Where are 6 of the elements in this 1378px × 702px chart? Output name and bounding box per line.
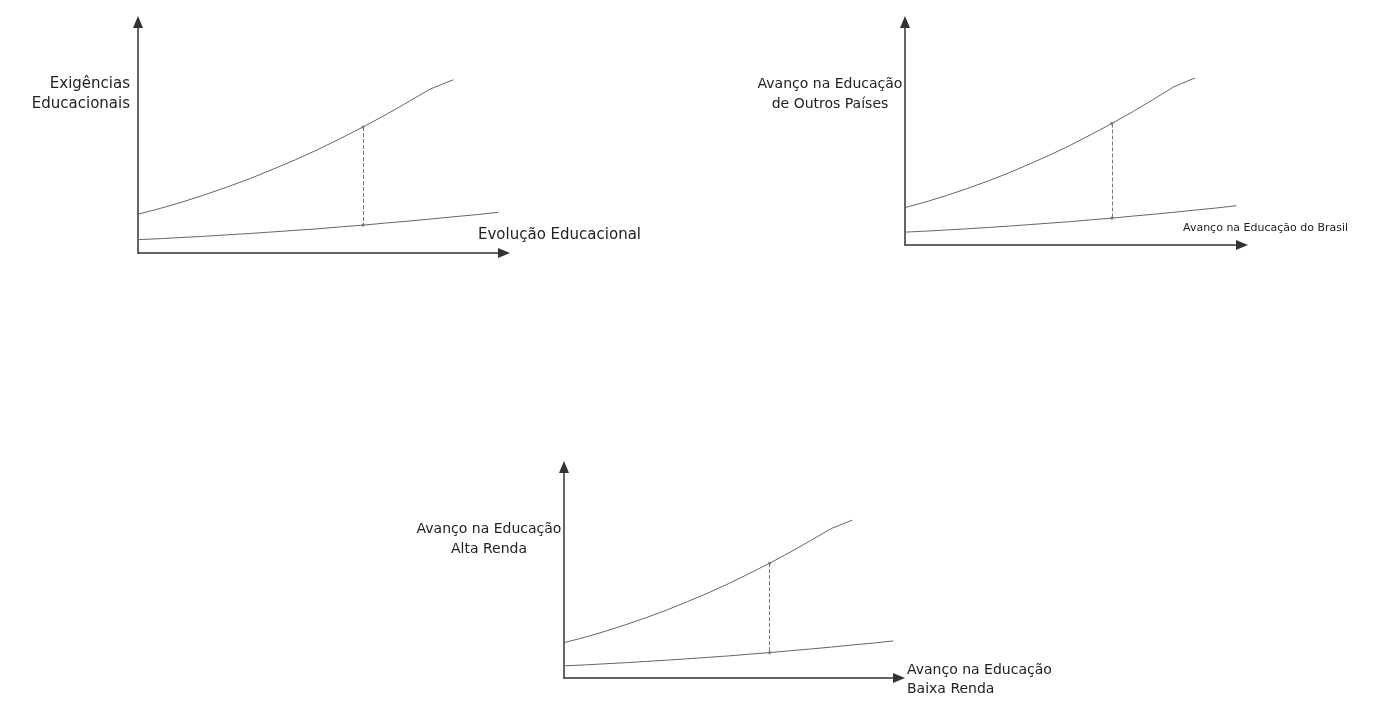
x-axis-title: Avanço na Educação do Brasil	[1183, 221, 1349, 234]
y-axis-title: Avanço na Educação Alta Renda	[416, 520, 562, 556]
x-axis-title: Avanço na Educação Baixa Renda	[907, 660, 1052, 696]
x-axis-title: Evolução Educacional	[478, 224, 641, 243]
y-axis-title: Exigências Educacionais	[31, 74, 131, 112]
y-axis-title: Avanço na Educação de Outros Países	[757, 75, 903, 111]
